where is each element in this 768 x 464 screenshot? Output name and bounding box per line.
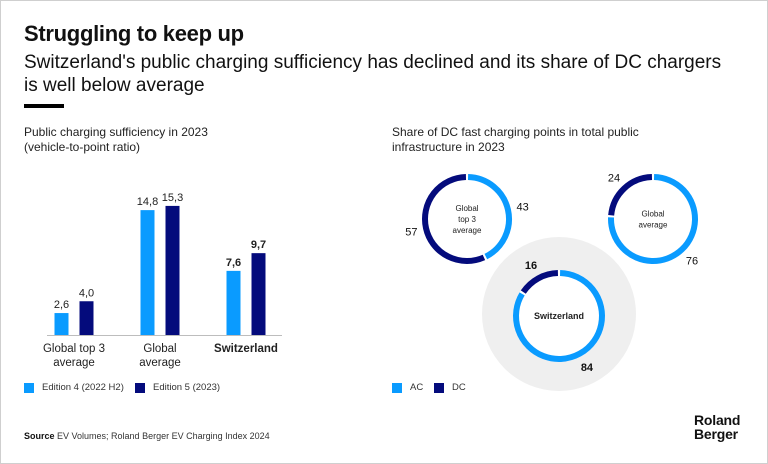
- title-underline: [24, 104, 64, 108]
- donut-segment-ac: [608, 174, 698, 264]
- category-label: Global top 3: [43, 343, 105, 355]
- bar-chart-title: Public charging sufficiency in 2023 (veh…: [24, 125, 208, 155]
- category-label: Global: [143, 343, 176, 355]
- donut-legend-item-ac: AC: [392, 382, 423, 393]
- legend-label-ac: AC: [410, 382, 424, 393]
- donut-center-label: average: [639, 221, 668, 230]
- donut-value-ac: 43: [517, 202, 529, 214]
- bar-edition5: [79, 301, 94, 335]
- donut-value-dc: 57: [405, 226, 417, 238]
- legend-swatch-dc: [434, 382, 444, 393]
- bar-edition5: [165, 205, 180, 335]
- donut-segment-dc: [608, 174, 653, 216]
- legend-swatch-edition4: [24, 382, 34, 393]
- source-text: EV Volumes; Roland Berger EV Charging In…: [54, 431, 270, 441]
- category-label: average: [53, 357, 95, 369]
- donut-legend-item-dc: DC: [434, 382, 466, 393]
- bar-value-label: 4,0: [79, 287, 94, 299]
- bar-legend-item-edition5: Edition 5 (2023): [135, 382, 220, 393]
- donut-segment-ac: [467, 174, 512, 260]
- donut-segment-ac: [513, 270, 605, 362]
- bar-value-label: 15,3: [162, 192, 183, 204]
- legend-label-dc: DC: [452, 382, 466, 393]
- bar-edition4: [54, 313, 69, 335]
- donut-center-label: top 3: [458, 215, 476, 224]
- bar-value-label: 7,6: [226, 257, 241, 269]
- bar-chart-title-line2: (vehicle-to-point ratio): [24, 140, 141, 154]
- donut-value-ac: 76: [686, 256, 698, 268]
- category-label: Switzerland: [214, 343, 278, 355]
- bar-value-label: 2,6: [54, 299, 69, 311]
- source-label: Source: [24, 431, 55, 441]
- bar-legend-item-edition4: Edition 4 (2022 H2): [24, 382, 124, 393]
- donut-background: [422, 174, 512, 264]
- donut-center-label: Global: [455, 204, 478, 213]
- bar-value-label: 9,7: [251, 239, 266, 251]
- category-label: average: [139, 357, 181, 369]
- bar-edition4: [226, 270, 241, 335]
- bar-chart: 2,6 4,0 Global top 3 average 14,8 15,3 Global a…: [43, 192, 282, 369]
- donut-segment-dc: [520, 270, 559, 294]
- roland-berger-logo: Roland Berger: [694, 413, 740, 441]
- donut-value-dc: 24: [608, 172, 620, 184]
- source-note: Source EV Volumes; Roland Berger EV Char…: [24, 431, 270, 441]
- logo-line1: Roland: [694, 412, 741, 428]
- legend-swatch-ac: [392, 382, 402, 393]
- donut-background: [513, 270, 605, 362]
- donut-background: [608, 174, 698, 264]
- bar-value-label: 14,8: [137, 196, 158, 208]
- donut-value-ac: 84: [581, 362, 594, 374]
- donut-center-label: Global: [641, 210, 664, 219]
- legend-label-edition5: Edition 5 (2023): [153, 382, 221, 393]
- donut-value-dc: 16: [525, 260, 537, 272]
- bar-chart-title-line1: Public charging sufficiency in 2023: [24, 125, 208, 139]
- donut-chart: Global top 3 average 43 57 Global average 76 24 S…: [405, 172, 698, 391]
- donut-segment-dc: [422, 174, 486, 264]
- page-subtitle: Switzerland's public charging sufficienc…: [24, 52, 722, 96]
- legend-label-edition4: Edition 4 (2022 H2): [42, 382, 124, 393]
- donut-center-label: Switzerland: [534, 311, 584, 321]
- donut-chart-title-line1: Share of DC fast charging points in tota…: [392, 125, 639, 139]
- donut-chart-title: Share of DC fast charging points in tota…: [392, 125, 639, 155]
- donut-center-label: average: [453, 226, 482, 235]
- legend-swatch-edition5: [135, 382, 145, 393]
- logo-line2: Berger: [694, 426, 738, 442]
- page-title: Struggling to keep up: [24, 21, 244, 46]
- donut-chart-title-line2: infrastructure in 2023: [392, 140, 505, 154]
- bar-edition4: [140, 210, 155, 335]
- bar-edition5: [251, 253, 266, 335]
